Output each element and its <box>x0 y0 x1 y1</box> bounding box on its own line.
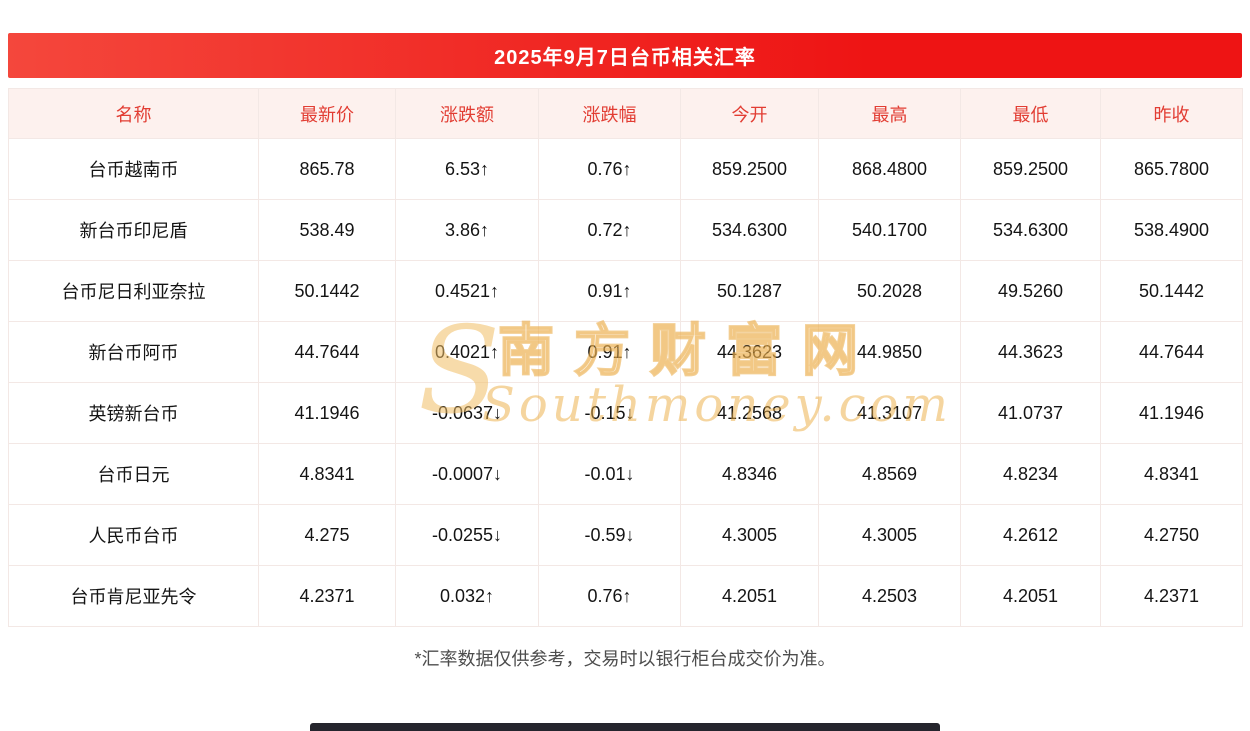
rates-table-body: 台币越南币 865.78 6.53↑ 0.76↑ 859.2500 868.4800 859… <box>8 138 1243 627</box>
cell-pct: 0.91↑ <box>538 260 681 322</box>
table-row: 台币肯尼亚先令 4.2371 0.032↑ 0.76↑ 4.2051 4.2503 4.20… <box>8 565 1243 627</box>
cell-prev-close: 41.1946 <box>1100 382 1243 444</box>
cell-name: 新台币阿币 <box>8 321 259 383</box>
cell-pct: -0.59↓ <box>538 504 681 566</box>
table-row: 英镑新台币 41.1946 -0.0637↓ -0.15↓ 41.2568 41.3107… <box>8 382 1243 444</box>
col-header-open: 今开 <box>680 88 819 139</box>
rates-table: 名称 最新价 涨跌额 涨跌幅 今开 最高 最低 昨收 台币越南币 865.78 6.… <box>8 88 1243 627</box>
table-row: 台币尼日利亚奈拉 50.1442 0.4521↑ 0.91↑ 50.1287 50.202… <box>8 260 1243 322</box>
cell-open: 4.3005 <box>680 504 819 566</box>
cell-latest: 41.1946 <box>258 382 396 444</box>
cell-low: 4.8234 <box>960 443 1101 505</box>
cell-change: -0.0255↓ <box>395 504 539 566</box>
cell-name: 台币尼日利亚奈拉 <box>8 260 259 322</box>
cell-pct: 0.91↑ <box>538 321 681 383</box>
cell-high: 540.1700 <box>818 199 961 261</box>
page-title: 2025年9月7日台币相关汇率 <box>494 47 756 69</box>
cell-latest: 44.7644 <box>258 321 396 383</box>
col-header-high: 最高 <box>818 88 961 139</box>
col-header-low: 最低 <box>960 88 1101 139</box>
cell-low: 41.0737 <box>960 382 1101 444</box>
cell-change: -0.0637↓ <box>395 382 539 444</box>
cell-low: 859.2500 <box>960 138 1101 200</box>
cell-prev-close: 4.8341 <box>1100 443 1243 505</box>
table-row: 台币日元 4.8341 -0.0007↓ -0.01↓ 4.8346 4.8569 4.82… <box>8 443 1243 505</box>
cell-prev-close: 50.1442 <box>1100 260 1243 322</box>
table-row: 台币越南币 865.78 6.53↑ 0.76↑ 859.2500 868.4800 859… <box>8 138 1243 200</box>
cell-name: 台币肯尼亚先令 <box>8 565 259 627</box>
cell-low: 534.6300 <box>960 199 1101 261</box>
cell-prev-close: 4.2750 <box>1100 504 1243 566</box>
title-banner: 2025年9月7日台币相关汇率 <box>8 33 1242 78</box>
cell-high: 4.2503 <box>818 565 961 627</box>
cell-name: 人民币台币 <box>8 504 259 566</box>
cell-pct: 0.76↑ <box>538 138 681 200</box>
cell-high: 50.2028 <box>818 260 961 322</box>
col-header-pct: 涨跌幅 <box>538 88 681 139</box>
cell-change: 0.4521↑ <box>395 260 539 322</box>
cell-open: 4.8346 <box>680 443 819 505</box>
cell-latest: 4.8341 <box>258 443 396 505</box>
table-row: 新台币印尼盾 538.49 3.86↑ 0.72↑ 534.6300 540.1700 53… <box>8 199 1243 261</box>
col-header-name: 名称 <box>8 88 259 139</box>
cell-change: 0.032↑ <box>395 565 539 627</box>
cell-low: 49.5260 <box>960 260 1101 322</box>
cell-name: 新台币印尼盾 <box>8 199 259 261</box>
cell-open: 50.1287 <box>680 260 819 322</box>
cell-high: 4.8569 <box>818 443 961 505</box>
cell-pct: -0.15↓ <box>538 382 681 444</box>
cell-open: 4.2051 <box>680 565 819 627</box>
col-header-change: 涨跌额 <box>395 88 539 139</box>
cell-pct: -0.01↓ <box>538 443 681 505</box>
cell-open: 44.3623 <box>680 321 819 383</box>
col-header-latest: 最新价 <box>258 88 396 139</box>
cell-change: 0.4021↑ <box>395 321 539 383</box>
cell-name: 台币越南币 <box>8 138 259 200</box>
col-header-prev-close: 昨收 <box>1100 88 1243 139</box>
cell-change: 3.86↑ <box>395 199 539 261</box>
cell-change: 6.53↑ <box>395 138 539 200</box>
cell-open: 41.2568 <box>680 382 819 444</box>
cell-name: 英镑新台币 <box>8 382 259 444</box>
cell-open: 859.2500 <box>680 138 819 200</box>
bottom-bar <box>310 723 940 731</box>
cell-latest: 4.2371 <box>258 565 396 627</box>
cell-latest: 50.1442 <box>258 260 396 322</box>
cell-prev-close: 865.7800 <box>1100 138 1243 200</box>
cell-high: 41.3107 <box>818 382 961 444</box>
table-row: 新台币阿币 44.7644 0.4021↑ 0.91↑ 44.3623 44.9850 44… <box>8 321 1243 383</box>
table-header-row: 名称 最新价 涨跌额 涨跌幅 今开 最高 最低 昨收 <box>8 88 1243 139</box>
cell-high: 868.4800 <box>818 138 961 200</box>
table-row: 人民币台币 4.275 -0.0255↓ -0.59↓ 4.3005 4.3005 4.26… <box>8 504 1243 566</box>
cell-pct: 0.72↑ <box>538 199 681 261</box>
cell-change: -0.0007↓ <box>395 443 539 505</box>
cell-prev-close: 538.4900 <box>1100 199 1243 261</box>
cell-low: 4.2612 <box>960 504 1101 566</box>
cell-high: 4.3005 <box>818 504 961 566</box>
cell-prev-close: 44.7644 <box>1100 321 1243 383</box>
cell-high: 44.9850 <box>818 321 961 383</box>
cell-latest: 538.49 <box>258 199 396 261</box>
cell-open: 534.6300 <box>680 199 819 261</box>
cell-latest: 4.275 <box>258 504 396 566</box>
cell-name: 台币日元 <box>8 443 259 505</box>
disclaimer-note: *汇率数据仅供参考，交易时以银行柜台成交价为准。 <box>414 649 836 669</box>
cell-pct: 0.76↑ <box>538 565 681 627</box>
cell-low: 4.2051 <box>960 565 1101 627</box>
cell-low: 44.3623 <box>960 321 1101 383</box>
cell-prev-close: 4.2371 <box>1100 565 1243 627</box>
cell-latest: 865.78 <box>258 138 396 200</box>
